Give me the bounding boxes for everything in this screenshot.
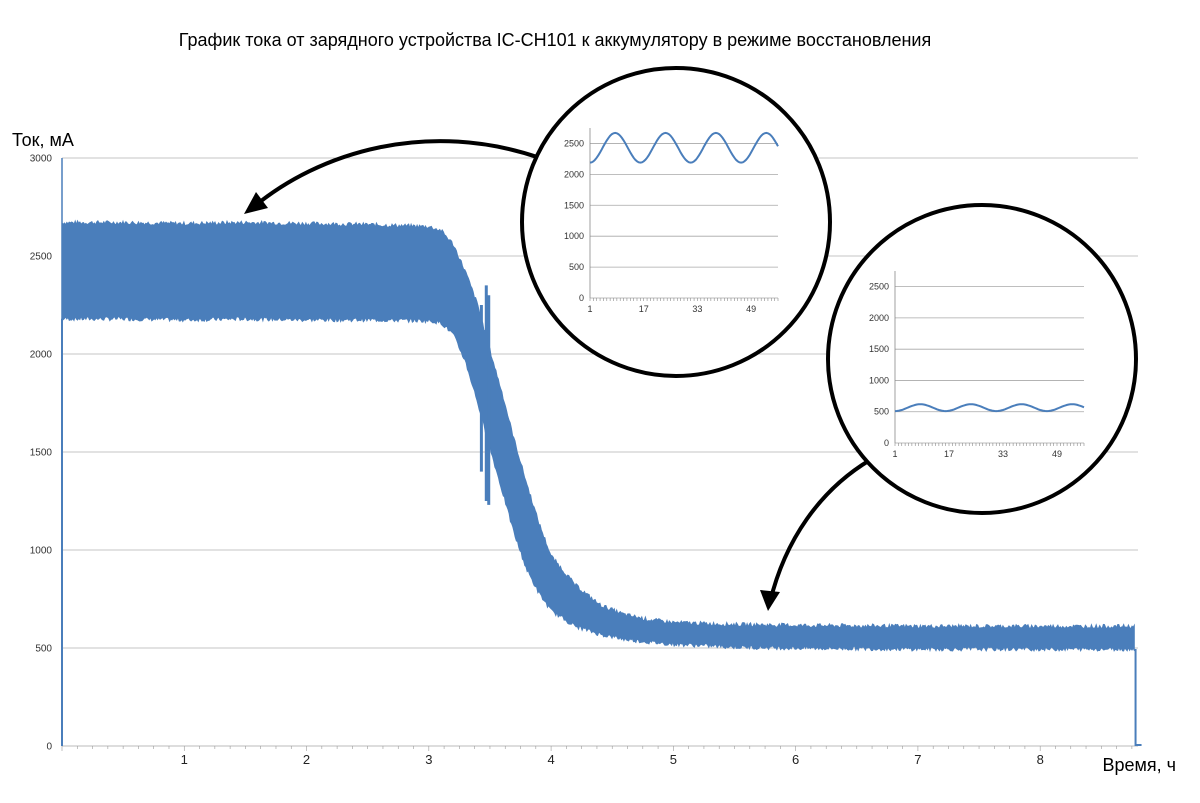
y-tick-label: 500 <box>35 644 52 655</box>
inset-y-tick-label: 2500 <box>564 138 584 148</box>
inset-x-tick-label: 1 <box>892 449 897 459</box>
callout-arrows <box>244 139 872 611</box>
inset-upper-circle <box>520 66 832 378</box>
inset-x-tick-label: 33 <box>998 449 1008 459</box>
arrow-head-tail <box>760 590 780 611</box>
x-tick-label: 1 <box>181 752 188 767</box>
x-axis-title: Время, ч <box>1102 755 1176 775</box>
inset-x-tick-label: 1 <box>587 304 592 314</box>
y-tick-label: 1000 <box>30 546 53 557</box>
y-tick-label: 1500 <box>30 448 53 459</box>
inset-y-tick-label: 0 <box>884 438 889 448</box>
inset-y-tick-label: 1500 <box>869 344 889 354</box>
x-tick-label: 8 <box>1037 752 1044 767</box>
arrow-to-tail <box>768 458 872 603</box>
inset-upper: 0 500 1000 1500 2000 2500 1 17 33 49 <box>520 66 832 378</box>
inset-x-tick-label: 17 <box>944 449 954 459</box>
y-tick-label: 2500 <box>30 252 53 263</box>
inset-x-tick-label: 49 <box>1052 449 1062 459</box>
inset-y-tick-label: 2500 <box>869 282 889 292</box>
y-axis-title: Ток, мА <box>12 130 74 150</box>
chart-title: График тока от зарядного устройства IC-C… <box>179 30 931 50</box>
inset-y-tick-label: 2000 <box>869 313 889 323</box>
inset-series-line <box>894 403 1085 413</box>
x-tick-label: 4 <box>547 752 554 767</box>
x-tick-label: 3 <box>425 752 432 767</box>
inset-y-tick-label: 500 <box>569 262 584 272</box>
inset-y-tick-label: 0 <box>579 293 584 303</box>
inset-series-line <box>589 131 779 164</box>
x-tick-label: 2 <box>303 752 310 767</box>
y-axis-ticks: 0 500 1000 1500 2000 2500 3000 <box>30 154 53 753</box>
inset-y-tick-label: 1000 <box>869 375 889 385</box>
x-tick-label: 7 <box>914 752 921 767</box>
inset-x-tick-label: 17 <box>639 304 649 314</box>
inset-y-tick-label: 2000 <box>564 169 584 179</box>
inset-x-tick-label: 49 <box>746 304 756 314</box>
y-tick-label: 0 <box>46 742 52 753</box>
inset-y-tick-label: 1500 <box>564 200 584 210</box>
y-tick-label: 2000 <box>30 350 53 361</box>
current-series <box>61 219 1142 746</box>
inset-lower: 0 500 1000 1500 2000 2500 1 17 33 49 <box>826 203 1138 515</box>
inset-y-tick-label: 500 <box>874 407 889 417</box>
inset-x-tick-label: 33 <box>692 304 702 314</box>
x-tick-label: 5 <box>670 752 677 767</box>
y-tick-label: 3000 <box>30 154 53 165</box>
inset-y-tick-label: 1000 <box>564 231 584 241</box>
x-tick-label: 6 <box>792 752 799 767</box>
series-envelope <box>61 219 1135 653</box>
inset-lower-circle <box>826 203 1138 515</box>
x-axis-ticks: 1 2 3 4 5 6 7 8 <box>61 746 1133 767</box>
arrow-head-plateau <box>244 192 268 214</box>
arrow-to-plateau <box>248 139 541 212</box>
